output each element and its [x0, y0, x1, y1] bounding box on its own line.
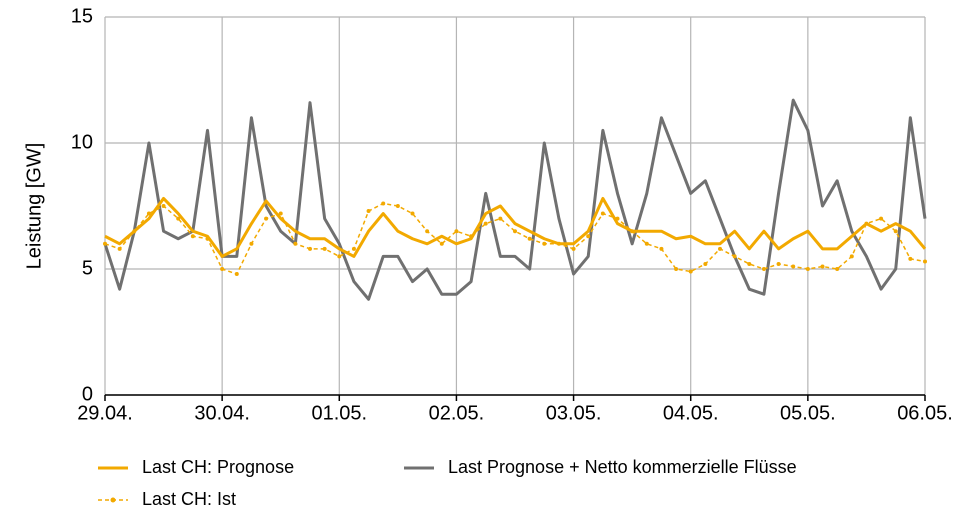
- x-tick-label: 06.05.: [897, 402, 953, 424]
- data-point: [366, 209, 371, 214]
- data-point: [820, 264, 825, 269]
- data-point: [220, 267, 225, 271]
- data-point: [234, 272, 239, 277]
- y-tick-label: 15: [71, 5, 93, 27]
- x-tick-label: 04.05.: [663, 402, 719, 424]
- data-point: [674, 267, 679, 271]
- data-point: [264, 216, 269, 221]
- data-point: [410, 211, 415, 216]
- data-point: [703, 261, 708, 266]
- data-point: [176, 216, 181, 221]
- x-tick-label: 01.05.: [311, 402, 367, 424]
- data-point: [776, 261, 781, 266]
- data-point: [791, 264, 796, 269]
- series-line: [104, 196, 927, 258]
- data-point: [747, 261, 752, 266]
- data-point: [571, 246, 576, 251]
- data-point: [513, 229, 517, 234]
- y-axis-label: Leistung [GW]: [23, 143, 45, 270]
- data-point: [923, 259, 927, 264]
- data-point: [586, 234, 591, 239]
- data-point: [893, 229, 898, 234]
- x-tick-label: 30.04.: [194, 402, 250, 424]
- data-point: [190, 234, 195, 239]
- data-point: [718, 246, 722, 251]
- data-point: [615, 216, 620, 221]
- x-tick-label: 29.04.: [77, 402, 133, 424]
- data-point: [542, 241, 547, 246]
- data-point: [278, 211, 283, 216]
- data-point: [498, 216, 503, 221]
- data-point: [644, 241, 649, 246]
- data-point: [469, 234, 474, 239]
- data-point: [132, 229, 137, 234]
- data-point: [732, 254, 737, 259]
- x-tick-label: 03.05.: [546, 402, 602, 424]
- data-point: [322, 246, 327, 251]
- data-point: [454, 229, 459, 234]
- data-point: [117, 246, 122, 251]
- data-point: [630, 229, 635, 234]
- data-point: [849, 254, 854, 259]
- data-point: [425, 229, 430, 234]
- data-point: [146, 211, 151, 216]
- series-line: [104, 202, 926, 275]
- data-point: [879, 216, 884, 221]
- data-point: [483, 221, 488, 226]
- data-point: [308, 246, 312, 251]
- data-point: [805, 267, 810, 271]
- data-point: [908, 256, 913, 261]
- y-tick-label: 0: [82, 383, 93, 405]
- data-point: [351, 246, 356, 251]
- legend-label: Last CH: Ist: [142, 489, 236, 509]
- data-point: [659, 246, 664, 251]
- data-point: [161, 204, 166, 208]
- data-point: [527, 236, 532, 241]
- data-point: [688, 269, 693, 274]
- x-tick-label: 05.05.: [780, 402, 836, 424]
- data-point: [395, 204, 400, 208]
- data-point: [439, 241, 444, 246]
- data-point: [337, 254, 342, 259]
- data-point: [835, 267, 840, 271]
- y-tick-label: 10: [71, 131, 93, 153]
- legend-label: Last Prognose + Netto kommerzielle Flüss…: [448, 457, 797, 477]
- data-point: [381, 201, 386, 206]
- data-point: [761, 267, 766, 271]
- data-point: [103, 241, 107, 246]
- data-point: [205, 236, 210, 241]
- data-point: [249, 241, 254, 246]
- data-point: [556, 241, 561, 246]
- data-point: [293, 241, 298, 246]
- data-point: [864, 221, 869, 226]
- series-line: [103, 98, 927, 301]
- data-point: [600, 211, 605, 216]
- y-tick-label: 5: [82, 257, 93, 279]
- legend-marker: [110, 497, 116, 503]
- x-tick-label: 02.05.: [429, 402, 485, 424]
- legend-label: Last CH: Prognose: [142, 457, 294, 477]
